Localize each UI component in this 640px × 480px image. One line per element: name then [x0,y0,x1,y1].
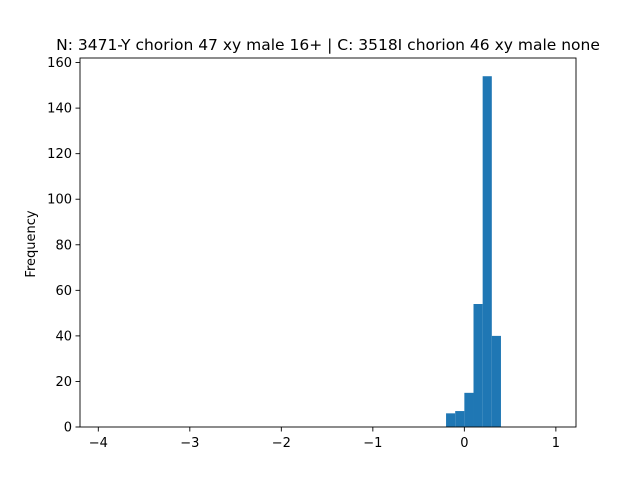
plot-area-frame [79,57,577,428]
y-axis-ticks: 0 20 40 60 80 100 120 140 160 [47,56,80,436]
y-tick-label: 160 [47,56,72,71]
x-tick-label: −1 [363,436,382,451]
chart-title: N: 3471-Y chorion 47 xy male 16+ | C: 35… [56,36,600,54]
x-axis-ticks: −4 −3 −2 −1 0 1 [89,427,560,451]
y-tick-label: 20 [55,375,72,390]
x-tick-label: −3 [180,436,199,451]
x-tick-label: −2 [272,436,291,451]
histogram-bars [446,76,501,427]
histogram-bar [464,392,474,427]
x-tick-label: −4 [89,436,108,451]
histogram-bar [491,335,501,427]
y-tick-label: 0 [64,421,72,436]
y-tick-label: 80 [55,238,72,253]
y-axis-label: Frequency [24,210,39,277]
histogram-bar [482,76,492,427]
y-tick-label: 120 [47,147,72,162]
y-tick-label: 100 [47,193,72,208]
histogram-bar [473,304,483,427]
y-tick-label: 140 [47,102,72,117]
y-tick-label: 60 [55,284,72,299]
histogram-bar [446,413,456,427]
y-tick-label: 40 [55,329,72,344]
histogram-bar [455,411,465,427]
x-tick-label: 0 [460,436,468,451]
x-tick-label: 1 [552,436,560,451]
